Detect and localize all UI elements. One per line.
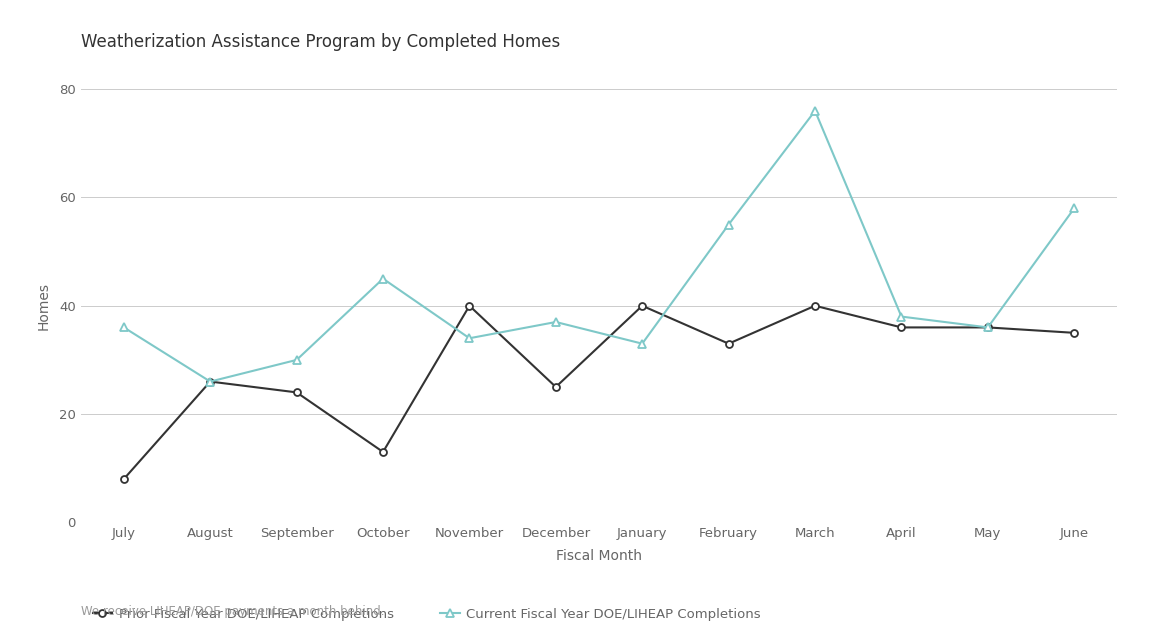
Text: We receive LIHEAP/DOE payments a month behind.: We receive LIHEAP/DOE payments a month b… [81, 605, 384, 618]
Legend: Prior Fiscal Year DOE/LIHEAP Completions, Current Fiscal Year DOE/LIHEAP Complet: Prior Fiscal Year DOE/LIHEAP Completions… [88, 603, 766, 626]
X-axis label: Fiscal Month: Fiscal Month [556, 548, 642, 562]
Text: Weatherization Assistance Program by Completed Homes: Weatherization Assistance Program by Com… [81, 33, 560, 51]
Y-axis label: Homes: Homes [37, 282, 51, 330]
